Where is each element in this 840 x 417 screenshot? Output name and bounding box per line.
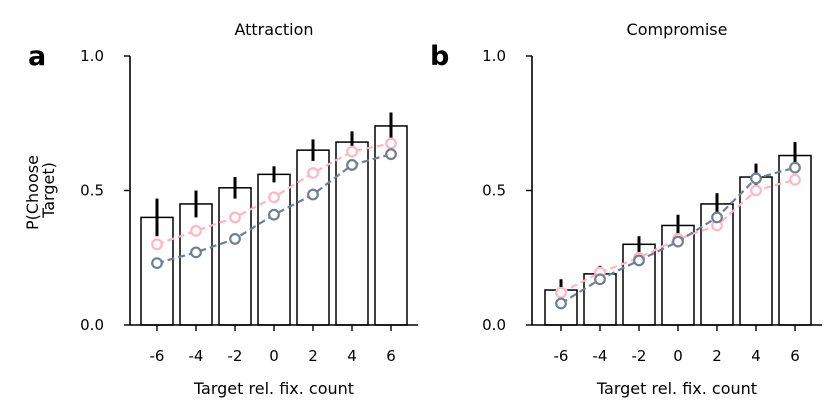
y-tick-label: 0.0 [80,316,104,334]
y-axis-label-line-1: P(Choose [23,155,42,230]
series-point [151,238,163,251]
bar [179,203,213,326]
series-point [750,184,762,197]
plot-area-compromise: 0.0 0.5 1.0 -6 -4 -2 0 2 4 6 [482,47,822,365]
x-tick-label: -4 [593,347,608,365]
x-axis-label-attraction: Target rel. fix. count [193,379,354,398]
series-point [268,208,280,221]
x-tick-label: -6 [554,347,569,365]
panel-letter-b: b [430,41,449,72]
series-point [555,297,567,310]
y-axis-label-attraction: P(Choose Target) [23,150,58,230]
series-point [190,224,202,237]
x-tick-label: -4 [189,347,204,365]
plot-area-attraction: 0.0 0.5 1.0 -6 -4 -2 0 2 4 6 [80,47,418,365]
y-tick-label: 0.5 [80,182,104,200]
y-tick-label: 1.0 [80,47,104,65]
series-point [555,286,567,299]
series-point [789,161,801,174]
x-tick-label: 4 [751,347,761,365]
series-point [750,172,762,185]
x-tick-label: 0 [673,347,683,365]
bar [335,141,369,326]
x-tick-label: -2 [228,347,243,365]
x-tick-label: 2 [712,347,722,365]
x-axis-label-compromise: Target rel. fix. count [596,379,757,398]
series-point [190,246,202,259]
panel-attraction: a Attraction 0.0 0.5 1.0 -6 -4 -2 0 2 4 6 Target … [23,20,418,398]
x-tick-label: 6 [386,347,396,365]
x-tick-label: 6 [790,347,800,365]
series-point [346,145,358,158]
x-tick-label: -6 [150,347,165,365]
series-point [633,254,645,267]
series-point [229,211,241,224]
series-point [307,167,319,179]
x-tick-label: 4 [347,347,357,365]
series-point [229,233,241,245]
panel-letter-a: a [28,41,46,72]
series-point [672,235,684,248]
series-point [307,188,319,201]
panel-compromise: b Compromise 0.0 0.5 1.0 -6 -4 -2 0 2 4 6 Target … [430,20,822,398]
series-point [151,257,163,270]
series-point [346,159,358,171]
series-point [268,191,280,204]
y-tick-label: 0.5 [482,182,506,200]
series-point [711,211,723,224]
y-tick-label: 0.0 [482,316,506,334]
x-tick-label: 0 [269,347,279,365]
series-point [789,173,801,186]
x-tick-label: -2 [632,347,647,365]
series-point [594,273,606,286]
bar [739,176,773,326]
series-point [385,148,397,161]
panel-title-attraction: Attraction [234,20,313,39]
bar [218,187,252,326]
y-axis-label-line-2: Target) [39,162,58,219]
panel-title-compromise: Compromise [627,20,728,39]
y-tick-label: 1.0 [482,47,506,65]
x-tick-label: 2 [308,347,318,365]
series-point [385,137,397,150]
